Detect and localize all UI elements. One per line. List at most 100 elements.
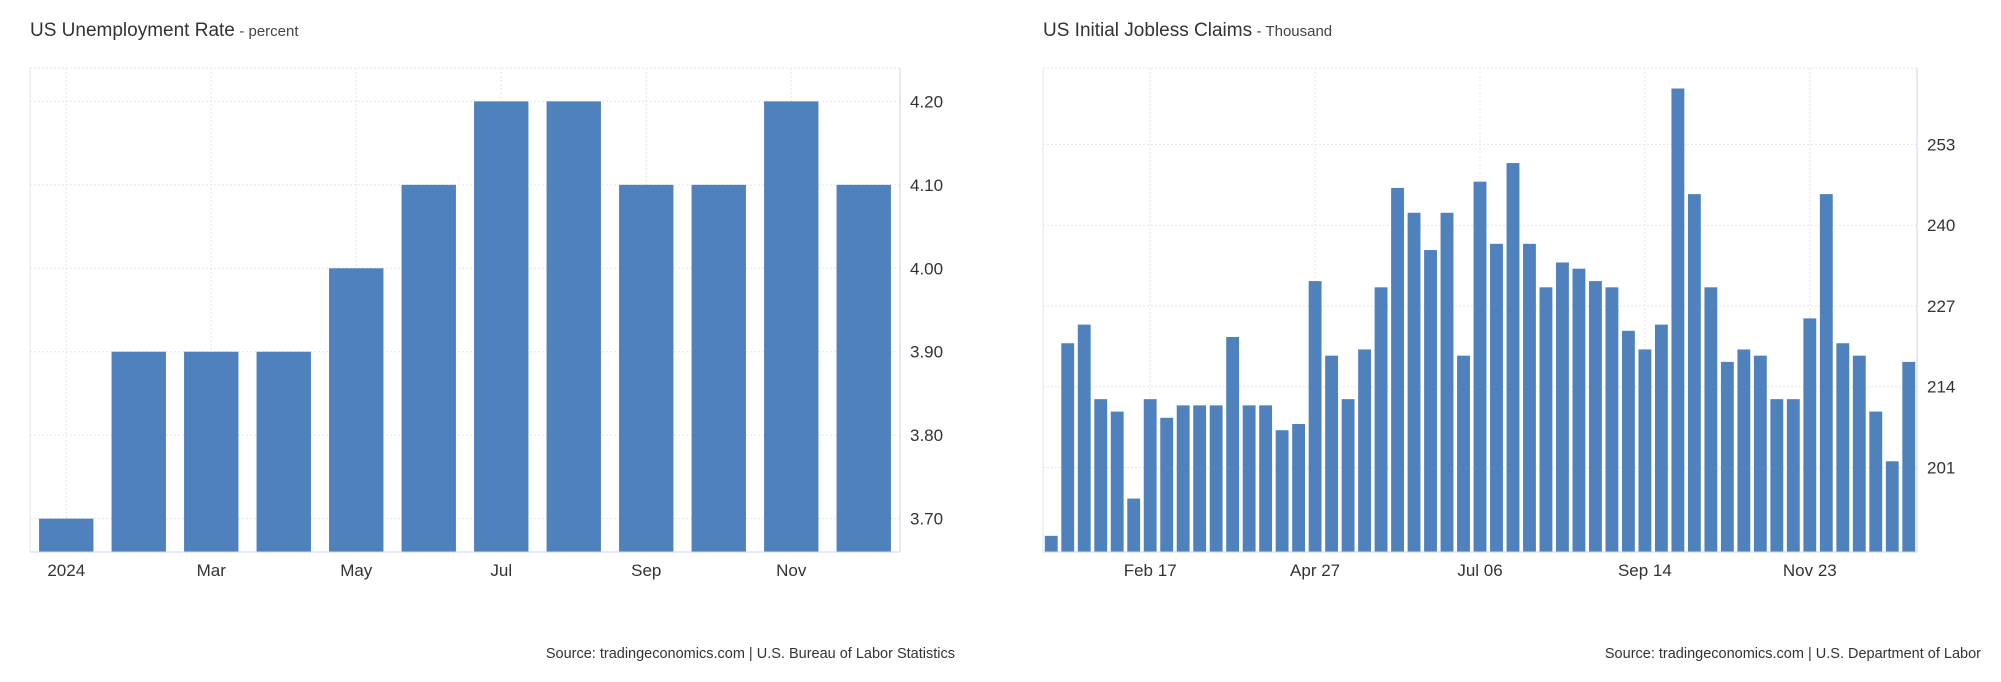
- bar-series: [1044, 88, 1916, 553]
- x-tick-label: Mar: [197, 561, 227, 580]
- bar[interactable]: [1391, 187, 1404, 552]
- x-tick-label: Jul: [490, 561, 512, 580]
- chart-title-text: US Unemployment Rate: [30, 20, 235, 41]
- bar[interactable]: [1473, 181, 1487, 552]
- y-tick-label: 214: [1927, 378, 1955, 397]
- bar[interactable]: [1523, 243, 1536, 552]
- bar[interactable]: [256, 351, 311, 552]
- bar[interactable]: [1621, 330, 1635, 552]
- unemployment-chart-panel: US Unemployment Rate - percent 2024 Mar Ma…: [0, 0, 1000, 682]
- bar[interactable]: [184, 351, 239, 552]
- bar[interactable]: [1292, 424, 1306, 552]
- bar[interactable]: [1671, 88, 1685, 553]
- bar[interactable]: [1737, 349, 1751, 552]
- bar[interactable]: [39, 518, 94, 552]
- bar[interactable]: [1061, 343, 1075, 552]
- jobless-claims-chart: Feb 17 Apr 27 Jul 06 Sep 14 Nov 23 201 214 227 2…: [1042, 67, 1955, 580]
- bar[interactable]: [764, 101, 819, 553]
- bar[interactable]: [1077, 324, 1091, 552]
- unemployment-chart: 2024 Mar May Jul Sep Nov 3.70 3.80 3.90 4.00 4.10 4…: [29, 67, 943, 580]
- x-tick-label: Apr 27: [1290, 561, 1340, 580]
- bar[interactable]: [1770, 399, 1784, 552]
- bar-series: [39, 101, 891, 553]
- bar[interactable]: [1407, 212, 1421, 553]
- y-tick-label: 4.00: [910, 259, 943, 278]
- bar[interactable]: [1720, 361, 1734, 552]
- chart-title-text: US Initial Jobless Claims: [1043, 20, 1253, 41]
- bar[interactable]: [1539, 287, 1553, 552]
- x-tick-label: Sep: [631, 561, 661, 580]
- bar[interactable]: [1094, 399, 1108, 552]
- bar[interactable]: [1440, 212, 1454, 553]
- bar[interactable]: [1572, 268, 1586, 552]
- bar[interactable]: [1687, 194, 1701, 553]
- x-tick-label: Nov: [776, 561, 807, 580]
- bar[interactable]: [691, 184, 746, 553]
- bar[interactable]: [1143, 399, 1157, 552]
- bar[interactable]: [1885, 461, 1899, 552]
- chart-source[interactable]: Source: tradingeconomics.com | U.S. Bure…: [545, 646, 955, 662]
- bar[interactable]: [1506, 163, 1520, 552]
- chart-unit: percent: [248, 23, 299, 40]
- bar[interactable]: [619, 184, 674, 553]
- jobless-claims-chart-panel: US Initial Jobless Claims - Thousand Feb…: [1013, 0, 2001, 682]
- x-tick-label: Sep 14: [1618, 561, 1672, 580]
- bar[interactable]: [1490, 243, 1503, 552]
- bar[interactable]: [1275, 430, 1289, 552]
- bar[interactable]: [1902, 361, 1916, 552]
- bar[interactable]: [1160, 417, 1174, 552]
- bar[interactable]: [1638, 349, 1652, 552]
- x-tick-label: Feb 17: [1124, 561, 1177, 580]
- bar[interactable]: [1654, 324, 1668, 552]
- bar[interactable]: [1753, 355, 1767, 552]
- y-tick-label: 227: [1927, 297, 1955, 316]
- bar[interactable]: [1325, 355, 1339, 552]
- bar[interactable]: [1852, 355, 1866, 552]
- bar[interactable]: [1110, 411, 1124, 552]
- x-tick-label: Jul 06: [1457, 561, 1502, 580]
- bar[interactable]: [329, 268, 384, 552]
- bar[interactable]: [1209, 405, 1223, 552]
- bar[interactable]: [1226, 337, 1240, 552]
- x-tick-label: May: [340, 561, 373, 580]
- bar[interactable]: [1556, 262, 1569, 552]
- bar[interactable]: [1424, 250, 1437, 552]
- bar[interactable]: [1044, 535, 1058, 552]
- bar[interactable]: [1786, 399, 1800, 552]
- bar[interactable]: [111, 351, 166, 552]
- y-tick-label: 201: [1927, 459, 1955, 478]
- bar[interactable]: [546, 101, 601, 553]
- chart-unit: Thousand: [1265, 23, 1333, 40]
- bar[interactable]: [1605, 287, 1619, 552]
- bar[interactable]: [1127, 498, 1141, 552]
- bar[interactable]: [1457, 355, 1470, 552]
- bar[interactable]: [1242, 405, 1256, 552]
- chart-title: US Initial Jobless Claims - Thousand: [1043, 20, 1333, 41]
- y-tick-label: 3.80: [910, 426, 943, 445]
- bar[interactable]: [1869, 411, 1883, 552]
- y-tick-label: 4.20: [910, 92, 943, 111]
- y-tick-label: 3.70: [910, 510, 943, 529]
- bar[interactable]: [1836, 343, 1850, 552]
- bar[interactable]: [1589, 281, 1602, 552]
- bar[interactable]: [1704, 287, 1718, 552]
- bar[interactable]: [1819, 194, 1833, 553]
- x-tick-label: 2024: [47, 561, 85, 580]
- bar[interactable]: [1341, 399, 1355, 552]
- x-tick-label: Nov 23: [1783, 561, 1837, 580]
- bar[interactable]: [1374, 287, 1388, 552]
- bar[interactable]: [474, 101, 529, 553]
- bar[interactable]: [1176, 405, 1190, 552]
- bar[interactable]: [1803, 318, 1817, 552]
- bar[interactable]: [1308, 281, 1322, 552]
- bar[interactable]: [836, 184, 891, 553]
- y-tick-label: 240: [1927, 216, 1955, 235]
- chart-title: US Unemployment Rate - percent: [30, 20, 299, 41]
- bar[interactable]: [1193, 405, 1207, 552]
- bar[interactable]: [1259, 405, 1273, 552]
- bar[interactable]: [401, 184, 456, 553]
- chart-source[interactable]: Source: tradingeconomics.com | U.S. Depa…: [1604, 646, 1981, 662]
- y-tick-label: 4.10: [910, 176, 943, 195]
- y-tick-label: 253: [1927, 135, 1955, 154]
- bar[interactable]: [1358, 349, 1371, 552]
